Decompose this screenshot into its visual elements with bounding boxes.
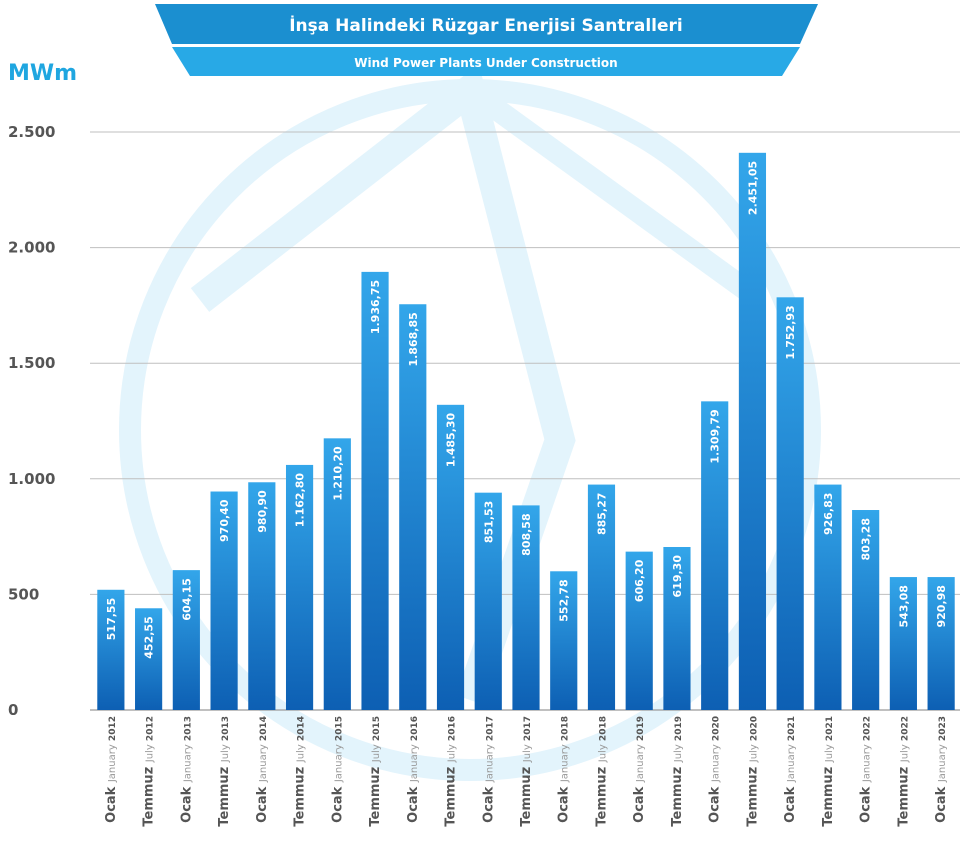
bar (738, 152, 767, 711)
x-tick-label: Ocak January 2012 (104, 716, 119, 823)
bar (550, 571, 578, 710)
y-tick-label: 1.500 (8, 354, 55, 372)
x-tick-label: Ocak January 2019 (632, 716, 647, 823)
x-tick-label: Temmuz July 2019 (670, 716, 685, 827)
chart-title: İnşa Halindeki Rüzgar Enerjisi Santralle… (289, 14, 683, 36)
bar (889, 577, 917, 710)
chart-subtitle: Wind Power Plants Under Construction (354, 56, 617, 70)
bar-value-label: 1.309,79 (709, 409, 722, 463)
y-tick-label: 2.500 (8, 123, 55, 141)
bar-value-label: 808,58 (520, 513, 533, 555)
bar-value-label: 885,27 (595, 493, 608, 535)
bar-value-label: 1.868,85 (407, 312, 420, 366)
y-tick-label: 2.000 (8, 239, 55, 257)
bar (587, 484, 616, 710)
x-tick-label: Temmuz July 2013 (217, 716, 232, 827)
x-tick-label: Ocak January 2016 (406, 716, 421, 823)
subtitle-banner: Wind Power Plants Under Construction (172, 47, 800, 76)
x-tick-label: Temmuz July 2021 (821, 716, 836, 827)
x-tick-label: Temmuz July 2020 (745, 716, 760, 827)
bar (172, 570, 200, 710)
x-tick-label: Temmuz July 2014 (293, 716, 308, 827)
bar (210, 491, 238, 710)
bar-value-label: 604,15 (180, 578, 193, 620)
x-tick-label: Temmuz July 2015 (368, 716, 383, 827)
bar (663, 547, 691, 710)
bar-value-label: 517,55 (105, 598, 118, 640)
bar-value-label: 851,53 (482, 501, 495, 543)
x-tick-label: Ocak January 2017 (481, 716, 496, 823)
x-axis-labels: Ocak January 2012 Temmuz July 2012 Ocak Ja… (104, 716, 949, 827)
bar-value-label: 606,20 (633, 559, 646, 602)
y-tick-label: 0 (8, 701, 18, 719)
bar (512, 505, 540, 710)
y-axis-unit-label: MWm (8, 61, 77, 86)
bar-value-label: 543,08 (897, 585, 910, 627)
bar-value-label: 926,83 (822, 493, 835, 535)
x-tick-label: Ocak January 2015 (330, 716, 345, 823)
y-tick-label: 500 (8, 585, 39, 603)
bar (285, 464, 314, 710)
x-tick-label: Temmuz July 2012 (142, 716, 157, 827)
bar (776, 297, 804, 710)
bar-value-label: 1.210,20 (331, 446, 344, 501)
bar (361, 271, 389, 710)
x-tick-label: Temmuz July 2022 (896, 716, 911, 827)
bar-value-label: 1.485,30 (445, 412, 458, 467)
bar (625, 551, 653, 710)
bar-value-label: 803,28 (860, 518, 873, 560)
bar (852, 510, 880, 710)
y-tick-label: 1.000 (8, 470, 55, 488)
bar (814, 484, 842, 710)
bar-value-label: 1.936,75 (369, 280, 382, 334)
bar-value-label: 1.752,93 (784, 305, 797, 359)
x-tick-label: Temmuz July 2017 (519, 716, 534, 827)
bar-value-label: 2.451,05 (746, 161, 759, 215)
bar (927, 577, 955, 710)
bar-value-label: 552,78 (558, 579, 571, 621)
bar (474, 492, 502, 710)
title-banner: İnşa Halindeki Rüzgar Enerjisi Santralle… (155, 4, 818, 44)
bar (97, 589, 125, 710)
subtitle-banner-shape (172, 47, 800, 76)
bar-value-label: 920,98 (935, 585, 948, 627)
bar (399, 304, 427, 710)
grid-layer: 0 500 1.000 1.500 2.000 2.500 (8, 123, 960, 719)
x-tick-label: Ocak January 2020 (708, 716, 723, 823)
bar (436, 404, 465, 710)
bar (248, 482, 276, 710)
bar-value-label: 1.162,80 (294, 473, 307, 528)
bar (701, 401, 729, 710)
bar-value-label: 980,90 (256, 490, 269, 533)
x-tick-label: Ocak January 2014 (255, 716, 270, 823)
bar-value-label: 452,55 (143, 616, 156, 658)
x-tick-label: Ocak January 2022 (859, 716, 874, 823)
x-tick-label: Ocak January 2013 (179, 716, 194, 823)
bar (135, 608, 163, 710)
x-tick-label: Ocak January 2018 (557, 716, 572, 823)
x-tick-label: Ocak January 2023 (934, 716, 949, 823)
bar-layer (97, 152, 955, 711)
x-tick-label: Temmuz July 2016 (444, 716, 459, 827)
bar-value-label: 619,30 (671, 555, 684, 598)
bar (323, 438, 351, 710)
title-banner-shape (155, 4, 818, 44)
x-tick-label: Temmuz July 2018 (594, 716, 609, 827)
bar-value-label: 970,40 (218, 499, 231, 542)
x-tick-label: Ocak January 2021 (783, 716, 798, 823)
data-label-layer: 517,55 452,55 604,15 970,40 980,90 1.162,80 1.… (105, 161, 948, 659)
